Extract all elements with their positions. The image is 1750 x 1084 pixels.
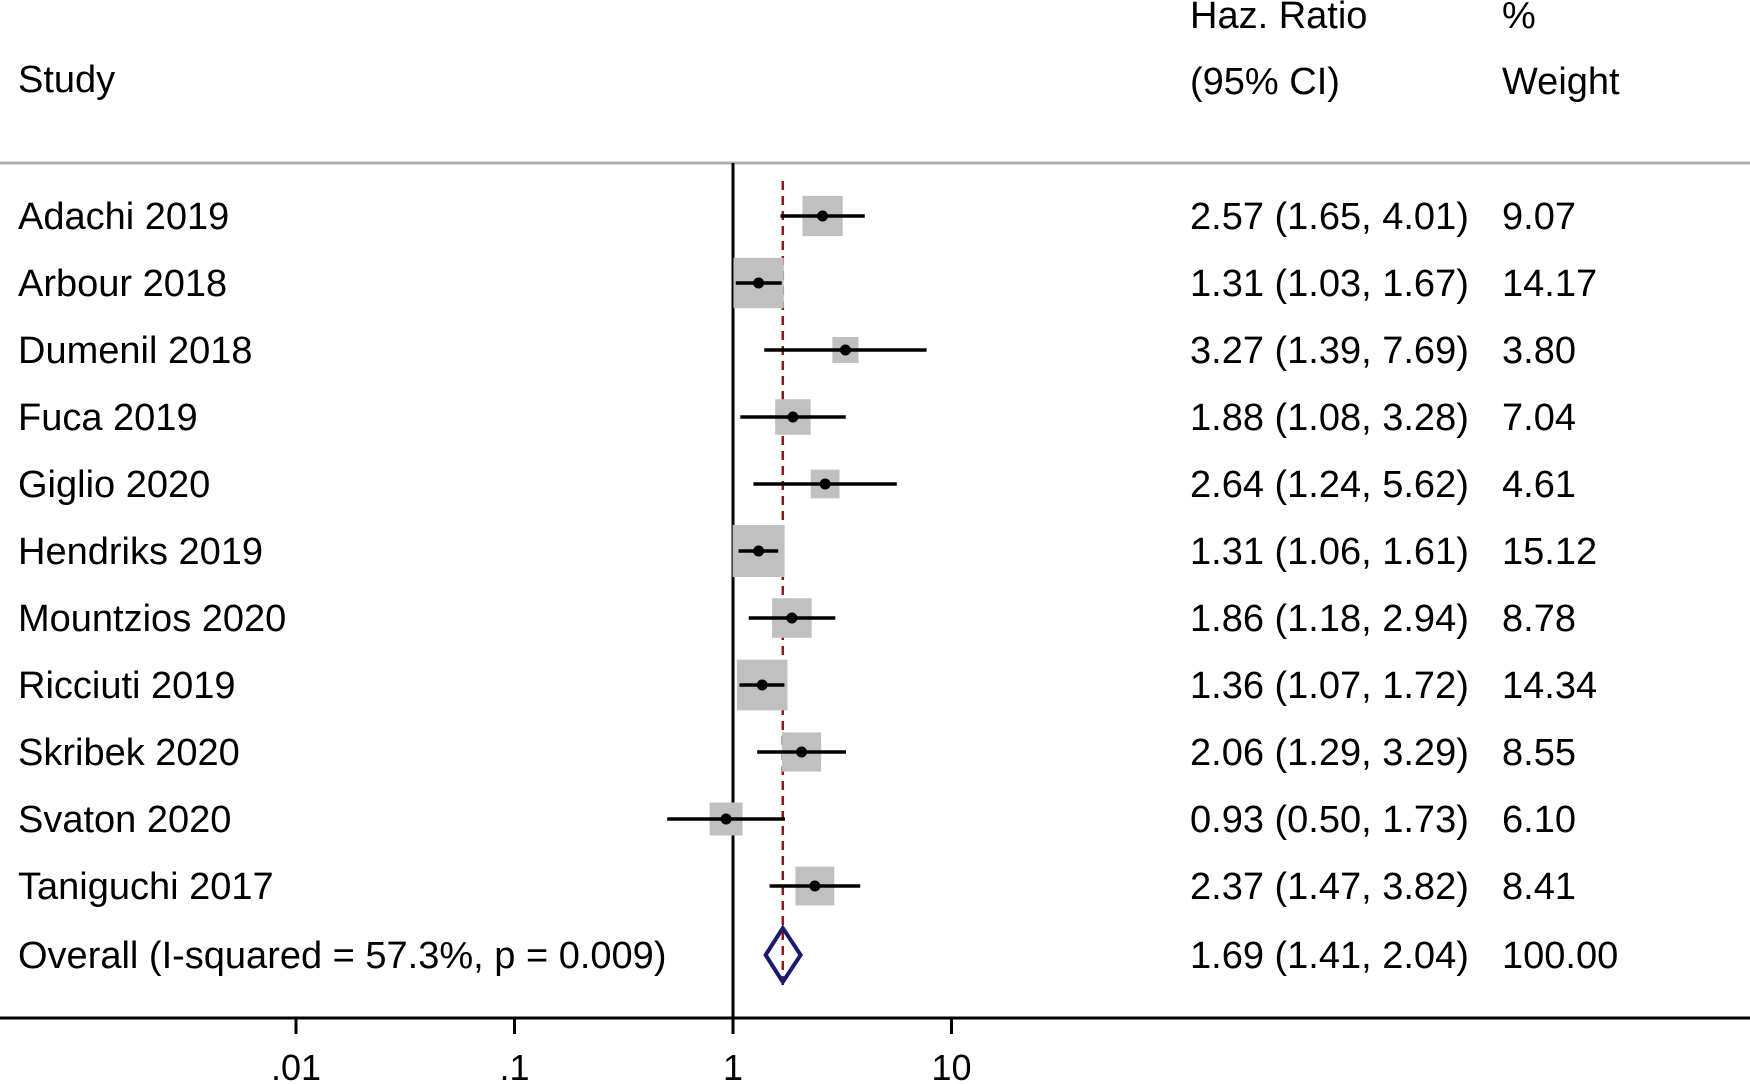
weight-text: 8.78 — [1502, 598, 1576, 640]
overall-label: Overall (I-squared = 57.3%, p = 0.009) — [18, 935, 666, 977]
point-estimate — [809, 880, 821, 892]
study-name: Ricciuti 2019 — [18, 665, 236, 707]
x-tick-label: 1 — [723, 1047, 743, 1084]
study-row: Svaton 2020 0.93 (0.50, 1.73) 6.10 — [18, 799, 1576, 841]
study-row: Giglio 2020 2.64 (1.24, 5.62) 4.61 — [18, 464, 1576, 506]
hr-ci-text: 1.31 (1.06, 1.61) — [1190, 531, 1469, 573]
study-name: Giglio 2020 — [18, 464, 210, 506]
study-name: Fuca 2019 — [18, 397, 198, 439]
point-estimate — [839, 344, 851, 356]
study-row: Mountzios 2020 1.86 (1.18, 2.94) 8.78 — [18, 598, 1576, 640]
overall-hr-ci-text: 1.69 (1.41, 2.04) — [1190, 935, 1469, 977]
study-column-header: Study — [18, 59, 115, 101]
overall-diamond — [763, 924, 804, 986]
weight-text: 7.04 — [1502, 397, 1576, 439]
weight-column-header-line2: Weight — [1502, 61, 1620, 103]
study-row: Taniguchi 2017 2.37 (1.47, 3.82) 8.41 — [18, 866, 1576, 908]
hr-ci-text: 2.64 (1.24, 5.62) — [1190, 464, 1469, 506]
study-name: Adachi 2019 — [18, 196, 229, 238]
weight-text: 14.34 — [1502, 665, 1597, 707]
weight-text: 14.17 — [1502, 263, 1597, 305]
weight-text: 8.55 — [1502, 732, 1576, 774]
study-row: Skribek 2020 2.06 (1.29, 3.29) 8.55 — [18, 732, 1576, 774]
study-name: Skribek 2020 — [18, 732, 240, 774]
point-estimate — [720, 813, 732, 825]
hr-ci-text: 2.06 (1.29, 3.29) — [1190, 732, 1469, 774]
weight-text: 4.61 — [1502, 464, 1576, 506]
hr-ci-text: 2.57 (1.65, 4.01) — [1190, 196, 1469, 238]
hr-ci-text: 3.27 (1.39, 7.69) — [1190, 330, 1469, 372]
point-estimate — [817, 210, 829, 222]
study-row: Arbour 2018 1.31 (1.03, 1.67) 14.17 — [18, 257, 1597, 309]
point-estimate — [786, 612, 798, 624]
x-axis: .01 .1 1 10 — [0, 1016, 1750, 1084]
study-name: Dumenil 2018 — [18, 330, 252, 372]
point-estimate — [796, 746, 808, 758]
point-estimate — [753, 545, 765, 557]
study-name: Arbour 2018 — [18, 263, 227, 305]
overall-row: Overall (I-squared = 57.3%, p = 0.009) 1.… — [18, 924, 1618, 986]
weight-text: 8.41 — [1502, 866, 1576, 908]
study-row: Fuca 2019 1.88 (1.08, 3.28) 7.04 — [18, 397, 1576, 439]
point-estimate — [753, 277, 765, 289]
hr-column-header-line2: (95% CI) — [1190, 61, 1340, 103]
hr-ci-text: 1.88 (1.08, 3.28) — [1190, 397, 1469, 439]
study-row: Dumenil 2018 3.27 (1.39, 7.69) 3.80 — [18, 330, 1576, 372]
point-estimate — [787, 411, 799, 423]
study-name: Svaton 2020 — [18, 799, 231, 841]
hr-ci-text: 1.31 (1.03, 1.67) — [1190, 263, 1469, 305]
weight-text: 6.10 — [1502, 799, 1576, 841]
weight-text: 9.07 — [1502, 196, 1576, 238]
hr-ci-text: 2.37 (1.47, 3.82) — [1190, 866, 1469, 908]
overall-weight-text: 100.00 — [1502, 935, 1618, 977]
hr-ci-text: 1.36 (1.07, 1.72) — [1190, 665, 1469, 707]
study-row: Hendriks 2019 1.31 (1.06, 1.61) 15.12 — [18, 525, 1597, 577]
point-estimate — [819, 478, 831, 490]
header: Study Haz. Ratio (95% CI) % Weight — [18, 0, 1620, 103]
study-row: Adachi 2019 2.57 (1.65, 4.01) 9.07 — [18, 195, 1576, 238]
study-row: Ricciuti 2019 1.36 (1.07, 1.72) 14.34 — [18, 659, 1597, 711]
weight-text: 15.12 — [1502, 531, 1597, 573]
x-tick-label: 10 — [931, 1047, 971, 1084]
hr-ci-text: 0.93 (0.50, 1.73) — [1190, 799, 1469, 841]
weight-column-header-line1: % — [1502, 0, 1536, 37]
x-tick-label: .1 — [499, 1047, 529, 1084]
study-name: Mountzios 2020 — [18, 598, 286, 640]
study-rows: Adachi 2019 2.57 (1.65, 4.01) 9.07 Arbour 2… — [18, 195, 1597, 908]
point-estimate — [756, 679, 768, 691]
weight-text: 3.80 — [1502, 330, 1576, 372]
hr-ci-text: 1.86 (1.18, 2.94) — [1190, 598, 1469, 640]
study-name: Taniguchi 2017 — [18, 866, 274, 908]
x-tick-label: .01 — [271, 1047, 321, 1084]
hr-column-header-line1: Haz. Ratio — [1190, 0, 1367, 37]
study-name: Hendriks 2019 — [18, 531, 263, 573]
